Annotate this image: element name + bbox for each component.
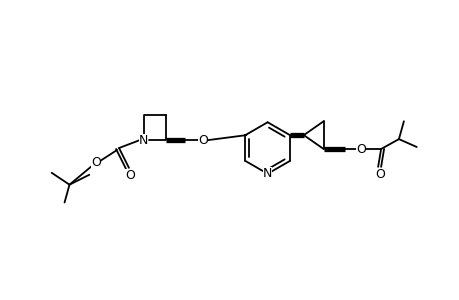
Text: O: O [375,168,384,181]
Text: O: O [356,142,365,155]
Text: O: O [198,134,208,147]
Text: O: O [125,169,134,182]
Text: O: O [91,156,101,170]
Text: N: N [263,167,272,180]
Text: N: N [139,134,148,147]
